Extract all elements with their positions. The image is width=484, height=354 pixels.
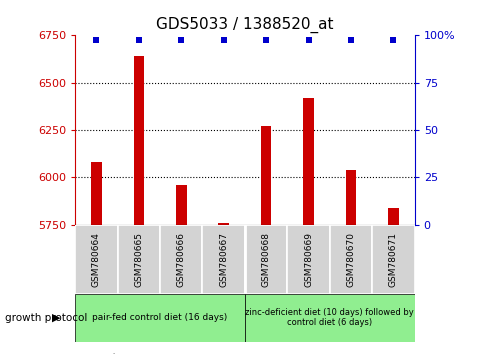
Bar [218, 223, 228, 225]
Bar [260, 126, 271, 225]
Text: GSM780668: GSM780668 [261, 232, 270, 287]
Bar [345, 170, 356, 225]
Text: GSM780667: GSM780667 [219, 232, 228, 287]
Text: GSM780664: GSM780664 [91, 232, 101, 287]
Bar [202, 225, 244, 294]
Bar [160, 225, 202, 294]
Bar [302, 98, 313, 225]
Text: ▶: ▶ [51, 313, 60, 323]
Text: pair-fed control diet (16 days): pair-fed control diet (16 days) [92, 313, 227, 322]
Text: GSM780670: GSM780670 [346, 232, 355, 287]
Bar [75, 294, 244, 342]
Bar [244, 225, 287, 294]
Bar [372, 225, 414, 294]
Text: GSM780669: GSM780669 [303, 232, 313, 287]
Bar [133, 56, 144, 225]
Bar [117, 225, 160, 294]
Bar [244, 294, 414, 342]
Bar [75, 225, 117, 294]
Bar [91, 162, 102, 225]
Bar [287, 225, 329, 294]
Bar [387, 208, 398, 225]
Text: zinc-deficient diet (10 days) followed by
control diet (6 days): zinc-deficient diet (10 days) followed b… [245, 308, 413, 327]
Text: GSM780671: GSM780671 [388, 232, 397, 287]
Bar [329, 225, 372, 294]
Text: ■: ■ [75, 353, 84, 354]
Text: count: count [90, 353, 117, 354]
Text: GSM780665: GSM780665 [134, 232, 143, 287]
Title: GDS5033 / 1388520_at: GDS5033 / 1388520_at [156, 16, 333, 33]
Text: GSM780666: GSM780666 [176, 232, 185, 287]
Text: growth protocol: growth protocol [5, 313, 87, 323]
Bar [176, 185, 186, 225]
